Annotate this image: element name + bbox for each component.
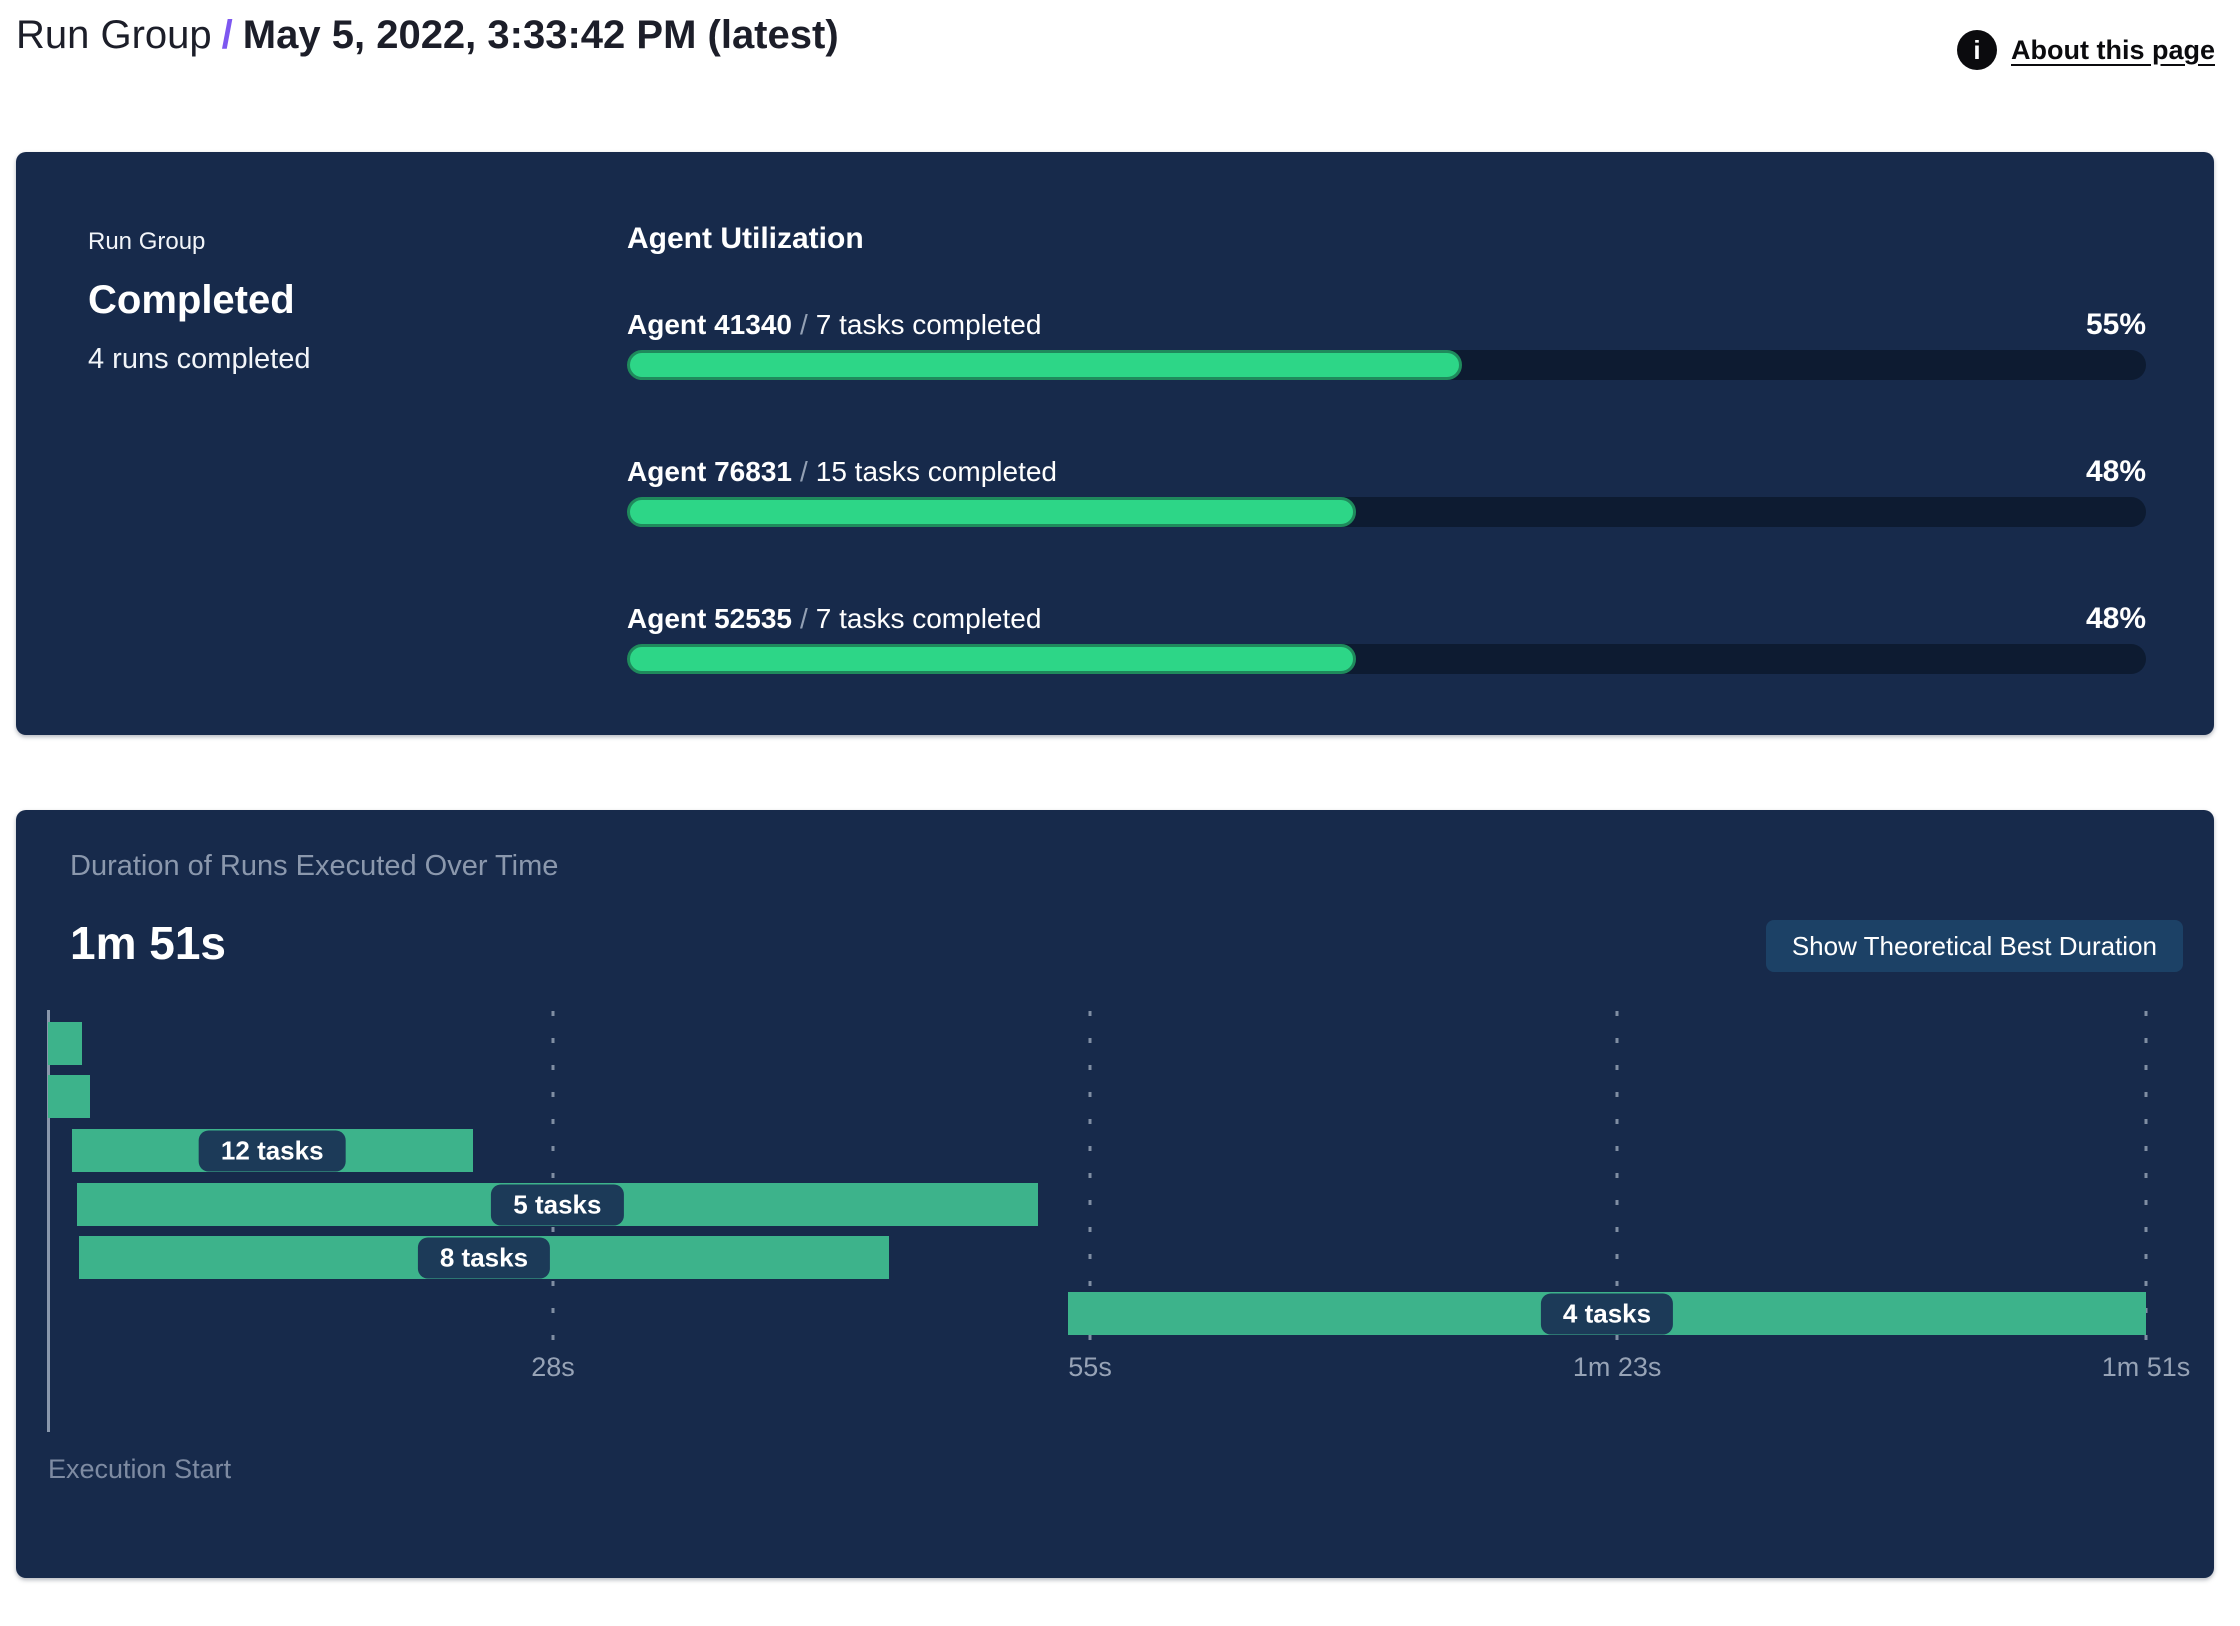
run-task-count-chip: 8 tasks (417, 1237, 551, 1278)
about-this-page-link[interactable]: i About this page (1957, 30, 2215, 70)
agent-label-separator: / (799, 309, 808, 340)
agent-tasks-completed: 7 tasks completed (815, 603, 1042, 634)
utilization-bar-fill (627, 350, 1463, 380)
agent-tasks-completed: 7 tasks completed (815, 309, 1042, 340)
breadcrumb-separator: / (221, 13, 233, 57)
execution-start-label: Execution Start (48, 1454, 232, 1484)
gridline-1m23s (1615, 1011, 1619, 1349)
runs-summary: 4 runs completed (88, 343, 311, 375)
agent-row: Agent 41340/7 tasks completed 55% (627, 308, 2146, 388)
breadcrumb-current: May 5, 2022, 3:33:42 PM (latest) (242, 13, 839, 57)
agent-label-separator: / (799, 456, 808, 487)
run-bar[interactable]: 12 tasks (71, 1129, 473, 1172)
breadcrumb-root[interactable]: Run Group (16, 13, 212, 57)
agent-tasks-completed: 15 tasks completed (815, 456, 1057, 487)
agent-label-separator: / (799, 603, 808, 634)
run-bar[interactable]: 5 tasks (76, 1183, 1038, 1226)
axis-tick-label: 1m 23s (1572, 1352, 1662, 1382)
axis-tick-label: 55s (1068, 1352, 1112, 1382)
agent-utilization-percent: 55% (2085, 308, 2146, 341)
agent-name: Agent 41340 (627, 309, 792, 340)
axis-tick-label: 28s (531, 1352, 575, 1382)
gridline-1m51s (2144, 1011, 2148, 1349)
run-bar[interactable] (48, 1075, 90, 1118)
agent-utilization-percent: 48% (2085, 455, 2146, 488)
utilization-bar-track (627, 350, 2146, 380)
run-task-count-chip: 5 tasks (491, 1184, 624, 1225)
agent-name: Agent 76831 (627, 456, 792, 487)
gridline-28s (551, 1011, 555, 1349)
execution-start-axis-line (47, 1010, 50, 1432)
axis-tick-label: 1m 51s (2101, 1352, 2191, 1382)
duration-panel: Duration of Runs Executed Over Time 1m 5… (16, 810, 2214, 1578)
agent-utilization-percent: 48% (2085, 602, 2146, 635)
agent-utilization-section: Agent Utilization Agent 41340/7 tasks co… (627, 222, 2146, 674)
utilization-bar-track (627, 644, 2146, 674)
agent-label: Agent 52535/7 tasks completed (627, 602, 2146, 636)
about-label[interactable]: About this page (2011, 34, 2215, 65)
info-icon[interactable]: i (1957, 30, 1997, 70)
run-bar[interactable]: 8 tasks (79, 1236, 889, 1279)
total-duration-value: 1m 51s (70, 917, 227, 969)
agent-label: Agent 41340/7 tasks completed (627, 308, 2146, 342)
agent-name: Agent 52535 (627, 603, 792, 634)
duration-gantt-chart: 12 tasks 5 tasks 8 tasks 4 tasks 28s 55s… (47, 1010, 2190, 1500)
run-bar[interactable] (48, 1022, 82, 1065)
page-title: Run Group / May 5, 2022, 3:33:42 PM (lates… (16, 12, 839, 58)
status-panel-label: Run Group (88, 228, 206, 255)
agent-row: Agent 52535/7 tasks completed 48% (627, 602, 2146, 682)
agent-utilization-heading: Agent Utilization (627, 222, 864, 255)
run-task-count-chip: 12 tasks (198, 1130, 346, 1171)
run-group-status-panel: Run Group Completed 4 runs completed Age… (16, 152, 2214, 735)
gridline-55s (1088, 1011, 1092, 1349)
status-value: Completed (88, 278, 295, 322)
run-task-count-chip: 4 tasks (1540, 1293, 1674, 1334)
utilization-bar-track (627, 497, 2146, 527)
duration-chart-title: Duration of Runs Executed Over Time (70, 850, 559, 882)
agent-label: Agent 76831/15 tasks completed (627, 455, 2146, 489)
status-column: Run Group Completed 4 runs completed (88, 228, 518, 376)
utilization-bar-fill (627, 497, 1357, 527)
utilization-bar-fill (627, 644, 1357, 674)
agent-row: Agent 76831/15 tasks completed 48% (627, 455, 2146, 535)
show-theoretical-best-duration-button[interactable]: Show Theoretical Best Duration (1765, 920, 2183, 972)
run-bar[interactable]: 4 tasks (1068, 1292, 2146, 1335)
